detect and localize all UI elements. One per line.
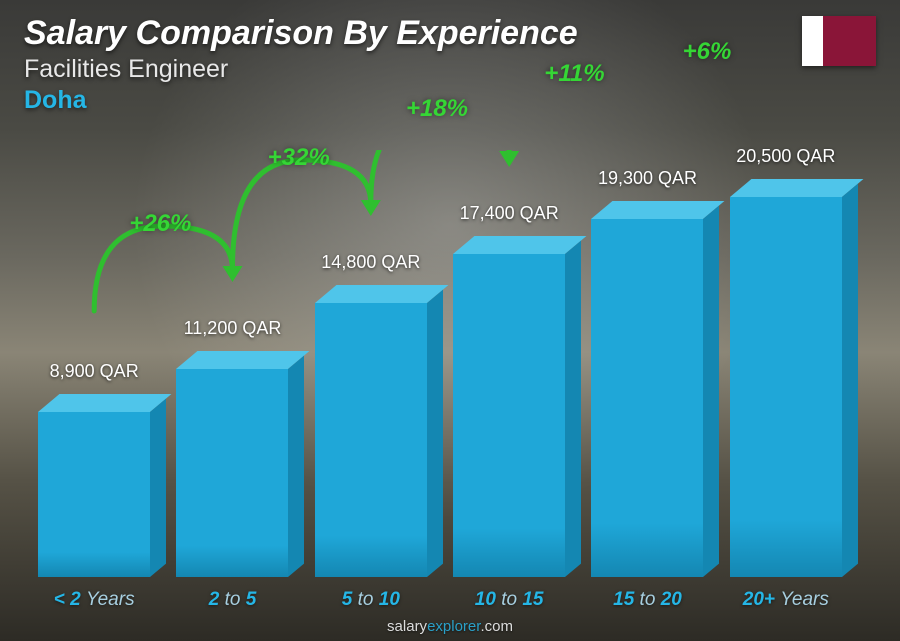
footer-tld: .com	[480, 618, 513, 635]
bar-3d	[38, 412, 150, 577]
bar-2: 14,800 QAR	[313, 150, 429, 577]
bar-3d	[591, 219, 703, 577]
increment-label-0: +26%	[129, 210, 191, 238]
bar-3: 17,400 QAR	[451, 150, 567, 577]
bar-value-label: 8,900 QAR	[1, 361, 187, 382]
bar-value-label: 17,400 QAR	[416, 203, 602, 224]
bar-5: 20,500 QAR	[728, 150, 844, 577]
bar-front	[176, 369, 288, 577]
bar-4: 19,300 QAR	[589, 150, 705, 577]
bar-3d	[315, 303, 427, 577]
bar-side	[565, 241, 581, 577]
bar-front	[315, 303, 427, 577]
increment-label-4: +6%	[683, 38, 732, 66]
bar-side	[427, 290, 443, 577]
bar-front	[453, 254, 565, 577]
bar-value-label: 14,800 QAR	[278, 252, 464, 273]
bar-side	[703, 206, 719, 577]
increment-label-3: +11%	[544, 60, 604, 88]
x-label-1: 2 to 5	[174, 589, 290, 611]
flag-maroon-band	[823, 16, 876, 66]
x-axis: < 2 Years 2 to 5 5 to 10 10 to 15 15 to 20 20…	[30, 589, 850, 611]
bar-front	[730, 197, 842, 577]
bar-side	[288, 356, 304, 577]
x-label-2: 5 to 10	[313, 589, 429, 611]
flag-white-band	[802, 16, 823, 66]
bar-3d	[730, 197, 842, 577]
qatar-flag-icon	[802, 16, 876, 66]
bar-front	[591, 219, 703, 577]
footer-prefix: salary	[387, 618, 427, 635]
chart-subtitle: Facilities Engineer	[24, 55, 876, 84]
flag-serration	[817, 16, 829, 66]
x-label-0: < 2 Years	[36, 589, 152, 611]
footer-suffix: explorer	[427, 618, 480, 635]
bar-3d	[176, 369, 288, 577]
x-label-3: 10 to 15	[451, 589, 567, 611]
bar-3d	[453, 254, 565, 577]
bar-value-label: 19,300 QAR	[554, 168, 740, 189]
bar-side	[842, 184, 858, 577]
x-label-4: 15 to 20	[589, 589, 705, 611]
bar-front	[38, 412, 150, 577]
chart-stage: Salary Comparison By Experience Faciliti…	[0, 0, 900, 641]
increment-label-1: +32%	[268, 144, 330, 172]
x-label-5: 20+ Years	[728, 589, 844, 611]
bar-value-label: 11,200 QAR	[139, 318, 325, 339]
bar-side	[150, 399, 166, 577]
chart-title: Salary Comparison By Experience	[24, 14, 876, 53]
bar-chart: 8,900 QAR11,200 QAR14,800 QAR17,400 QAR1…	[30, 150, 850, 577]
bar-1: 11,200 QAR	[174, 150, 290, 577]
bar-value-label: 20,500 QAR	[693, 146, 879, 167]
footer-credit: salaryexplorer.com	[0, 618, 900, 635]
increment-label-2: +18%	[406, 95, 468, 123]
